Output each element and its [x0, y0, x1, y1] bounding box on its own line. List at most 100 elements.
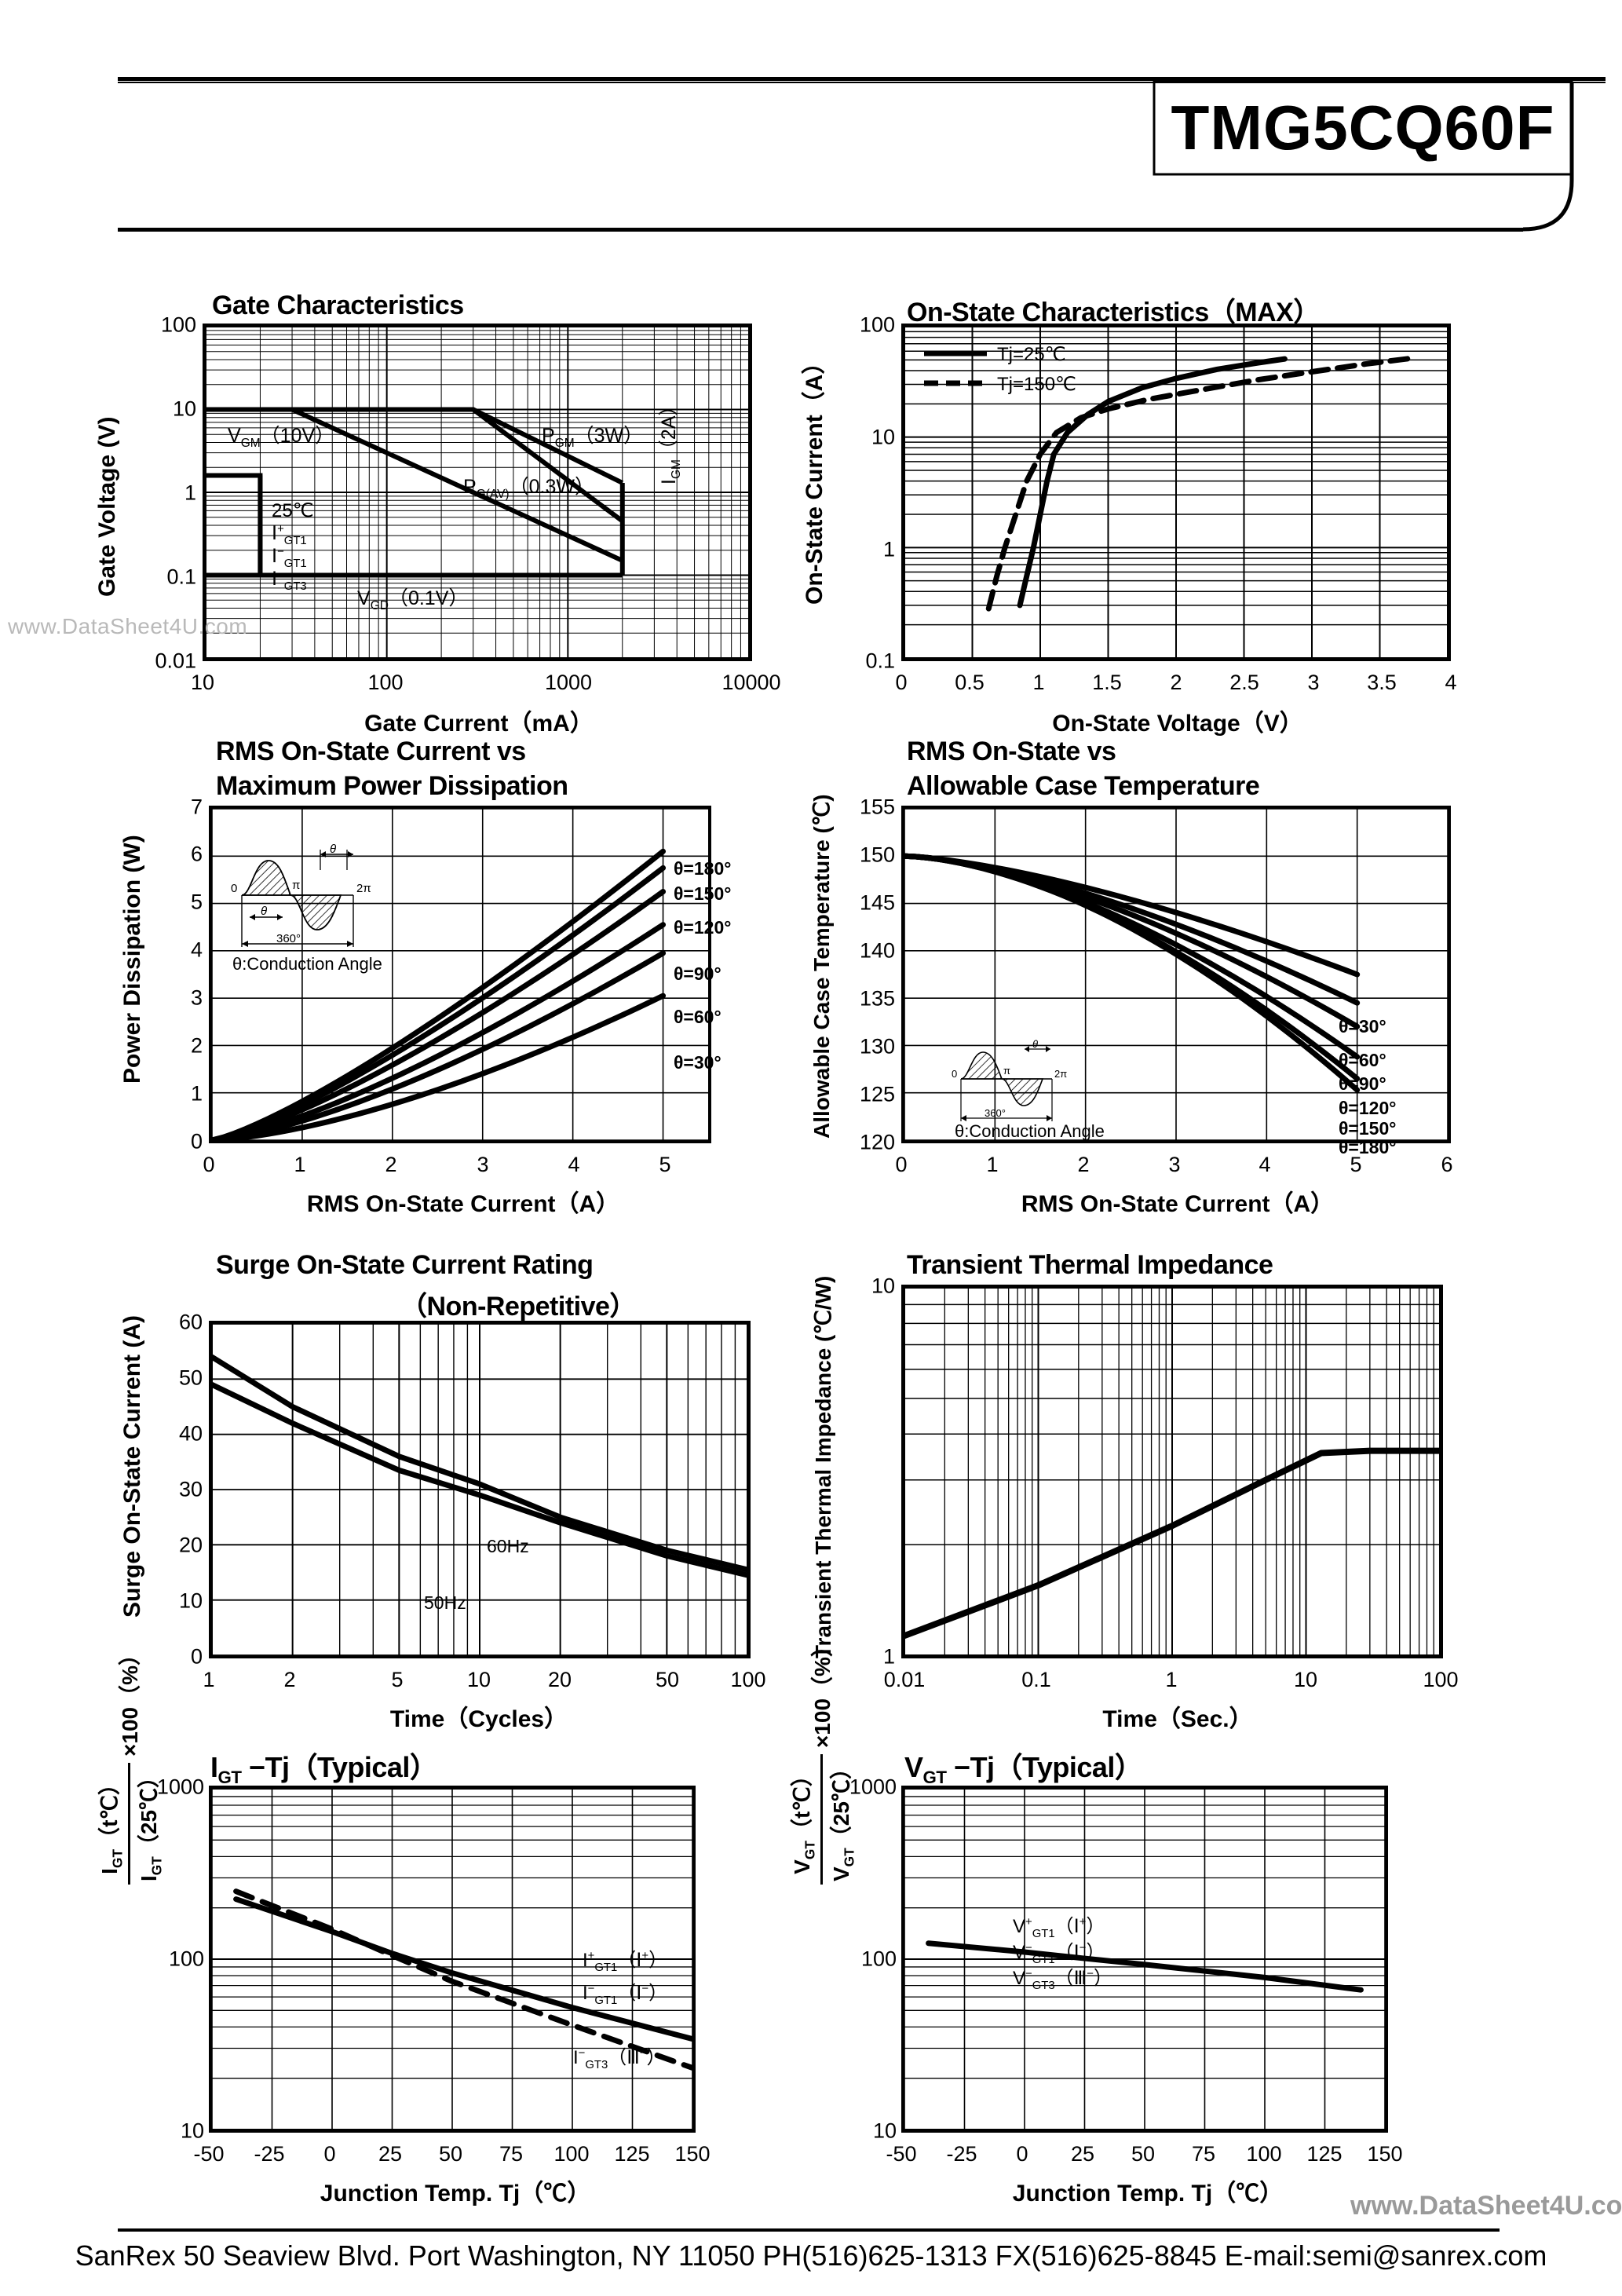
svg-text:0: 0 [231, 882, 237, 895]
x-tick-label: 100 [1423, 1668, 1459, 1691]
x-tick-label: 0.1 [1021, 1668, 1051, 1691]
x-tick-label: 10 [190, 671, 215, 694]
y-tick-label: 100 [860, 1947, 897, 1971]
plot-area [209, 1321, 751, 1658]
x-tick-label: 10 [1293, 1668, 1318, 1691]
series-label-vgt3-neg: V−GT3（Ⅲ−） [1013, 1968, 1112, 1992]
y-tick-label: 10 [871, 425, 895, 449]
series-label-50hz: 50Hz [424, 1592, 466, 1613]
y-axis-label: Allowable Case Temperature (℃) [809, 794, 834, 1139]
svg-text:2π: 2π [356, 882, 371, 895]
annotation-igt1-neg: Ⅰ−GT1 [272, 546, 307, 570]
x-tick-label: 0 [895, 671, 908, 694]
x-tick-label: 1 [203, 1668, 215, 1691]
y-axis-label-fraction: VGT（t℃） VGT（25℃） ×100（%） [785, 1635, 857, 1885]
x-tick-label: 100 [553, 2142, 590, 2166]
chart-title: On-State Characteristics（MAX） [907, 298, 1320, 327]
series-label-theta60: θ=60° [1339, 1050, 1386, 1070]
x-tick-label: 10 [466, 1668, 491, 1691]
y-tick-label: 3 [190, 985, 203, 1010]
plot-area [901, 324, 1451, 661]
footer-rule [118, 2228, 1500, 2232]
x-tick-label: 150 [1367, 2142, 1403, 2166]
y-tick-label: 10 [178, 1589, 203, 1613]
x-tick-label: 1.5 [1092, 671, 1122, 694]
x-tick-label: 125 [614, 2142, 650, 2166]
series-label-theta180: θ=180° [674, 858, 732, 879]
x-tick-label: 150 [674, 2142, 711, 2166]
x-tick-label: 1 [294, 1153, 306, 1176]
watermark-bottom-right: www.DataSheet4U.com [1350, 2191, 1622, 2221]
legend-item-tj150: Tj=150℃ [997, 374, 1077, 395]
x-tick-label: -50 [193, 2142, 225, 2166]
chart-title-line1: Surge On-State Current Rating [216, 1250, 594, 1280]
chart-title-line2: Maximum Power Dissipation [216, 771, 568, 801]
header-rule-bottom [118, 228, 1523, 232]
plot-area [209, 1786, 696, 2133]
svg-text:π: π [292, 879, 300, 892]
x-tick-label: 75 [1191, 2142, 1216, 2166]
x-tick-label: 125 [1306, 2142, 1343, 2166]
y-axis-label: Power Dissipation (W) [119, 835, 145, 1084]
annotation-temp-25c: 25℃ [272, 500, 314, 521]
y-tick-label: 0 [190, 1644, 203, 1669]
x-tick-label: 25 [378, 2142, 403, 2166]
y-tick-label: 140 [859, 938, 895, 963]
x-tick-label: 0 [1016, 2142, 1028, 2166]
svg-text:2π: 2π [1054, 1068, 1067, 1080]
x-tick-label: 2 [1170, 671, 1182, 694]
x-tick-label: 25 [1070, 2142, 1095, 2166]
y-tick-label: 155 [859, 795, 895, 819]
x-tick-label: -50 [886, 2142, 917, 2166]
series-label-60hz: 60Hz [487, 1536, 529, 1556]
y-tick-label: 1000 [849, 1775, 897, 1799]
y-tick-label: 0.1 [166, 565, 196, 589]
x-tick-label: -25 [254, 2142, 285, 2166]
chart-title-line1: RMS On-State vs [907, 737, 1116, 766]
chart-title-line2: （Non-Repetitive） [400, 1292, 636, 1322]
x-tick-label: 0.5 [955, 671, 985, 694]
x-tick-label: -25 [946, 2142, 977, 2166]
series-label-igt1-pos: I+GT1（Ⅰ+） [583, 1950, 668, 1974]
y-tick-label: 10 [180, 2119, 204, 2143]
annotation-igm: IGM（2A） [658, 396, 683, 484]
series-label-theta150: θ=150° [674, 883, 732, 904]
plot-area [203, 324, 752, 661]
legend-swatches [924, 350, 987, 386]
x-tick-label: 100 [730, 1668, 766, 1691]
x-axis-label: Junction Temp. Tj（℃） [320, 2181, 591, 2206]
x-axis-label: Time（Cycles） [389, 1706, 568, 1732]
header-rule-top2 [118, 82, 1606, 83]
y-tick-label: 2 [190, 1033, 203, 1058]
chart-title: VGT −Tj（Typical） [904, 1751, 1143, 1788]
svg-text:θ: θ [261, 905, 267, 918]
series-label-theta90: θ=90° [1339, 1073, 1386, 1094]
x-tick-label: 4 [568, 1153, 580, 1176]
y-axis-label: Gate Voltage (V) [94, 416, 120, 597]
x-tick-label: 2 [385, 1153, 397, 1176]
watermark-left: www.DataSheet4U.com [8, 614, 248, 638]
x-tick-label: 2 [1077, 1153, 1090, 1176]
x-tick-label: 50 [438, 2142, 463, 2166]
series-label-theta30: θ=30° [674, 1052, 721, 1073]
svg-text:360°: 360° [985, 1107, 1006, 1119]
x-tick-label: 3.5 [1367, 671, 1397, 694]
svg-text:360°: 360° [276, 932, 301, 945]
x-tick-label: 1000 [544, 671, 593, 694]
series-label-theta120: θ=120° [674, 917, 732, 938]
x-tick-label: 5 [659, 1153, 671, 1176]
x-tick-label: 0.01 [883, 1668, 926, 1691]
series-label-theta180: θ=180° [1339, 1137, 1397, 1157]
y-tick-label: 1 [184, 481, 196, 505]
annotation-pgav: PG(AV)（0.3W） [463, 476, 594, 501]
y-tick-label: 6 [190, 842, 203, 866]
annotation-vgd: VGD（0.1V） [357, 587, 469, 612]
y-tick-label: 7 [190, 795, 203, 819]
y-axis-label-fraction: IGT（t℃） IGT（25℃） ×100（%） [93, 1643, 165, 1885]
y-tick-label: 0.01 [155, 649, 196, 673]
y-tick-label: 0 [190, 1129, 203, 1153]
y-tick-label: 0.1 [865, 649, 895, 673]
x-tick-label: 100 [367, 671, 404, 694]
y-tick-label: 5 [190, 890, 203, 914]
